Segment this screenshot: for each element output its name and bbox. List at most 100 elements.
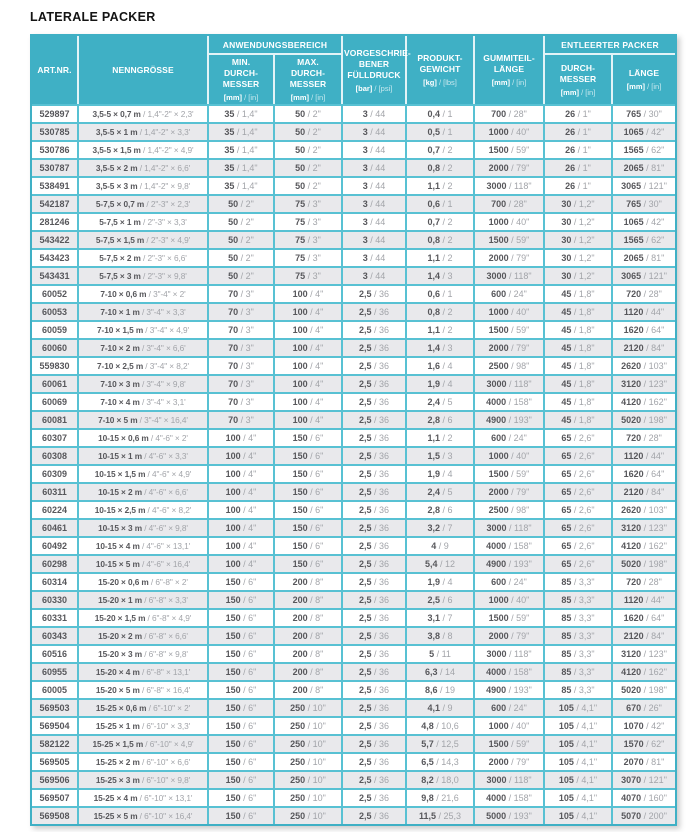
value-imperial: 44 (375, 145, 386, 156)
value-imperial: 36 (379, 577, 390, 588)
value-metric: 26 (565, 181, 576, 192)
value-metric: 720 (626, 289, 642, 300)
header-entleerter-packer-label: ENTLEERTER PACKER (561, 39, 659, 50)
cell-gummiteillaenge: 1500 / 59" (475, 734, 545, 753)
cell-artnr: 60052 (32, 284, 79, 303)
value-imperial: 2,6" (578, 541, 595, 552)
value-metric: 1,9 (427, 379, 440, 390)
value-imperial: 4"-6" × 13,1' (146, 541, 191, 552)
value-separator: / (641, 433, 649, 444)
cell-nenngroesse: 3,5-5 × 1 m / 1,4"-2" × 3,3' (79, 122, 209, 141)
value-separator: / (506, 559, 514, 570)
value-separator: / (506, 523, 514, 534)
value-separator: / (437, 667, 445, 678)
cell-gummiteillaenge: 4000 / 158" (475, 662, 545, 681)
value-separator: / (571, 253, 579, 264)
value-metric: 2,5 (358, 595, 372, 606)
value-metric: 1,9 (427, 469, 440, 480)
cell-artnr: 60331 (32, 608, 79, 627)
table-row: 60052 7-10 × 0,6 m / 3"-4" × 2' 70 / 3" 100… (32, 284, 676, 303)
value-metric: 60314 (41, 577, 68, 588)
cell-produktgewicht: 2,4 / 5 (407, 482, 475, 501)
value-imperial: 103" (648, 361, 667, 372)
value-imperial: 121" (648, 181, 667, 192)
value-separator: / (571, 361, 579, 372)
cell-laenge: 1065 / 42" (613, 212, 676, 231)
value-metric: 150 (225, 667, 241, 678)
cell-artnr: 60059 (32, 320, 79, 339)
value-metric: 2,5 (358, 649, 372, 660)
value-metric: 70 (228, 325, 239, 336)
value-metric: 150 (225, 685, 241, 696)
value-metric: 85 (561, 631, 572, 642)
value-imperial: 4" (248, 541, 257, 552)
cell-nenngroesse: 15-25 × 5 m / 6"-10" × 16,4' (79, 806, 209, 825)
cell-gummiteillaenge: 3000 / 118" (475, 266, 545, 285)
value-imperial: 1 (447, 109, 453, 120)
cell-durchmesser: 45 / 1,8" (545, 374, 613, 393)
value-imperial: 3,3" (578, 595, 595, 606)
value-separator: / (439, 271, 448, 282)
value-separator: / (240, 433, 249, 444)
value-metric: 600 (491, 577, 507, 588)
value-metric: 70 (228, 289, 239, 300)
value-separator: / (137, 127, 145, 138)
value-metric: 3 (362, 253, 368, 264)
cell-min-durchmesser: 150 / 6" (209, 734, 275, 753)
value-metric: 1,4 (427, 271, 440, 282)
value-metric: 1120 (623, 595, 644, 606)
cell-durchmesser: 65 / 2,6" (545, 482, 613, 501)
value-imperial: 6" (315, 541, 324, 552)
value-imperial: 1" (582, 163, 591, 174)
value-separator: / (371, 703, 379, 714)
value-separator: / (367, 199, 376, 210)
value-metric: 7-10 × 1 m (100, 307, 140, 318)
value-separator: / (437, 559, 445, 570)
value-imperial: 1,2" (578, 217, 595, 228)
value-metric: 10-15 × 1 m (98, 451, 142, 462)
value-separator: / (575, 181, 583, 192)
value-separator: / (571, 199, 579, 210)
cell-gummiteillaenge: 700 / 28" (475, 194, 545, 213)
value-separator: / (307, 325, 316, 336)
cell-gummiteillaenge: 4000 / 158" (475, 536, 545, 555)
cell-min-durchmesser: 50 / 2" (209, 194, 275, 213)
value-imperial: 6" (248, 793, 257, 804)
cell-nenngroesse: 15-20 × 5 m / 6"-8" × 16,4' (79, 680, 209, 699)
value-separator: / (571, 469, 579, 480)
value-metric: 1500 (488, 145, 509, 156)
unit-metric: [bar] (355, 83, 373, 93)
cell-nenngroesse: 15-20 × 1 m / 6"-8" × 3,3' (79, 590, 209, 609)
value-separator: / (238, 415, 246, 426)
cell-artnr: 60311 (32, 482, 79, 501)
value-separator: / (436, 541, 444, 552)
value-separator: / (571, 649, 579, 660)
value-separator: / (144, 199, 151, 210)
value-separator: / (643, 127, 652, 138)
header-produktgewicht-units: [kg] / [lbs] (408, 78, 472, 87)
table-row: 60060 7-10 × 2 m / 3"-4" × 6,6' 70 / 3" 100… (32, 338, 676, 357)
cell-nenngroesse: 10-15 × 3 m / 4"-6" × 9,8' (79, 518, 209, 537)
cell-artnr: 60061 (32, 374, 79, 393)
value-metric: 3120 (621, 649, 642, 660)
value-separator: / (305, 793, 313, 804)
value-metric: 2500 (488, 361, 509, 372)
cell-laenge: 3065 / 121" (613, 176, 676, 195)
cell-artnr: 543423 (32, 248, 79, 267)
value-imperial: 36 (379, 307, 390, 318)
value-separator: / (643, 253, 652, 264)
cell-min-durchmesser: 150 / 6" (209, 572, 275, 591)
cell-nenngroesse: 3,5-5 × 2 m / 1,4"-2" × 6,6' (79, 158, 209, 177)
cell-nenngroesse: 7-10 × 5 m / 3"-4" × 16,4' (79, 410, 209, 429)
table-row: 530787 3,5-5 × 2 m / 1,4"-2" × 6,6' 35 / 1… (32, 158, 676, 177)
cell-durchmesser: 26 / 1" (545, 140, 613, 159)
value-imperial: 44" (650, 595, 665, 606)
value-imperial: 1,4"-2" × 6,6' (144, 163, 191, 174)
value-separator: / (238, 307, 246, 318)
value-metric: 3,5-5 × 1 m (95, 127, 138, 138)
value-separator: / (139, 757, 147, 768)
value-imperial: 2" (312, 163, 321, 174)
cell-min-durchmesser: 150 / 6" (209, 716, 275, 735)
value-separator: / (573, 775, 582, 786)
value-imperial: 4" (248, 559, 257, 570)
